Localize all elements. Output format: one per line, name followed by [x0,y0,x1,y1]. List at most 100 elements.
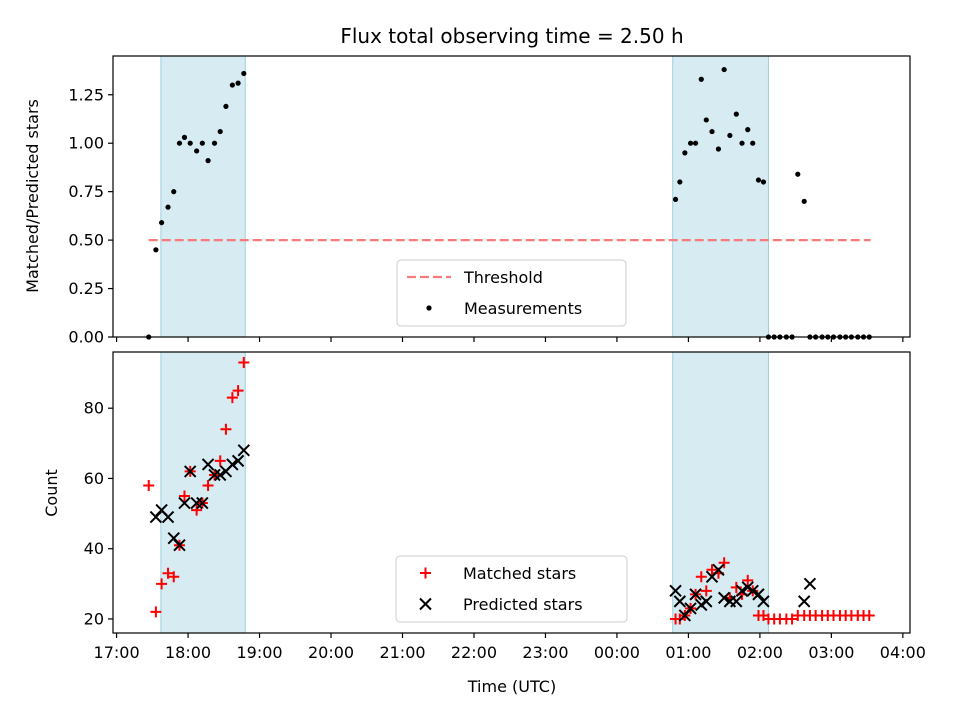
bottom-predicted-stars-point-13 [226,458,239,471]
x-axis-label: Time (UTC) [467,677,556,696]
top-measurements-point-27 [727,132,733,139]
top-measurements-point-19 [682,150,688,156]
bottom-panel: 20 40 60 80 17:00 18:00 19:00 20:00 21:00 22:00 23… [84,351,926,662]
bottom-matched-stars-point-0 [143,479,155,491]
bottom-ytick-label-0: 20 [84,609,104,628]
bottom-xtick-label-8: 01:00 [665,643,711,662]
top-measurements-point-1 [153,247,159,253]
top-ytick-label-2: 0.50 [68,231,104,250]
top-measurements-point-33 [760,179,767,185]
top-measurements-point-32 [755,177,762,183]
bottom-xtick-label-10: 03:00 [808,643,854,662]
bottom-predicted-stars-point-32 [757,595,770,608]
bottom-predicted-stars-point-16 [669,584,682,598]
bottom-xtick-label-6: 23:00 [522,643,568,662]
top-measurements-point-23 [703,117,709,123]
top-measurements-point-4 [171,189,177,195]
top-measurements-point-10 [205,158,211,164]
legend-matched-stars-label: Matched stars [463,564,576,583]
bottom-predicted-stars-point-17 [673,595,687,608]
top-measurements-point-18 [677,179,683,185]
bottom-matched-stars-point-38 [786,613,798,625]
top-measurements-point-20 [687,140,694,146]
top-measurements-point-31 [750,140,756,146]
bottom-xtick-label-4: 21:00 [379,643,425,662]
top-y-axis-label: Matched/Predicted stars [23,99,42,293]
legend-measurements-swatch [426,305,432,311]
top-measurements-point-3 [165,204,171,210]
bottom-xtick-label-0: 17:00 [94,643,140,662]
top-measurements-point-12 [217,128,223,135]
bottom-matched-stars-point-13 [220,423,232,435]
top-axes-frame [112,55,911,338]
bottom-predicted-stars-point-33 [798,595,811,608]
bottom-matched-stars-point-22 [695,571,707,583]
bottom-matched-stars-point-12 [214,455,226,467]
bottom-xtick-label-11: 04:00 [880,643,926,662]
bottom-predicted-stars-point-31 [752,588,765,601]
bottom-matched-stars-point-26 [718,557,730,569]
bottom-axes-frame [112,351,911,634]
bottom-shaded-interval-0 [160,352,246,633]
bottom-xtick-label-9: 02:00 [737,643,783,662]
bottom-xtick-label-1: 18:00 [165,643,211,662]
bottom-matched-stars-point-24 [706,564,718,576]
bottom-predicted-stars-point-27 [730,595,743,608]
legend-threshold-label: Threshold [463,268,543,287]
bottom-xtick-label-2: 19:00 [236,643,282,662]
top-measurements-point-39 [795,171,801,177]
top-legend-box [396,259,627,327]
top-measurements-point-30 [745,127,751,133]
bottom-predicted-stars-point-6 [183,465,197,478]
bottom-ytick-label-2: 60 [84,469,104,488]
bottom-predicted-stars-point-4 [173,538,186,552]
legend-measurements-label: Measurements [464,299,582,318]
bottom-xtick-label-3: 20:00 [308,643,354,662]
bottom-predicted-stars-point-2 [161,510,175,524]
top-measurements-point-40 [801,198,807,204]
bottom-matched-stars-point-6 [178,490,190,502]
top-measurements-point-11 [211,140,218,146]
top-measurements-point-16 [241,70,247,77]
bottom-matched-stars-point-16 [238,357,250,369]
bottom-predicted-stars-point-24 [712,563,725,576]
bottom-xtick-label-5: 22:00 [451,643,497,662]
bottom-predicted-stars-point-20 [689,588,702,601]
bottom-matched-stars-point-15 [232,385,244,397]
legend-predicted-stars-label: Predicted stars [463,595,583,614]
bottom-matched-stars-point-10 [202,479,214,491]
bottom-predicted-stars-point-30 [746,584,759,598]
bottom-matched-stars-point-8 [191,504,203,516]
top-measurements-point-8 [194,148,200,154]
legend-predicted-stars-swatch [419,597,432,611]
top-measurements-point-14 [229,82,235,88]
top-measurements-point-17 [672,196,679,203]
top-measurements-point-21 [692,140,699,146]
bottom-predicted-stars-point-28 [735,584,749,598]
top-measurements-point-15 [235,80,241,86]
bottom-matched-stars-point-14 [226,392,238,404]
bottom-predicted-stars-point-5 [178,496,191,510]
top-shaded-interval-1 [672,56,769,337]
bottom-matched-stars-point-4 [168,571,180,583]
bottom-predicted-stars-point-10 [208,468,221,482]
bottom-predicted-stars-point-7 [190,496,203,510]
top-panel: 0.00 0.25 0.50 0.75 1.00 1.25 Threshold Measure… [68,55,911,347]
top-shaded-interval-0 [160,56,246,337]
bottom-xtick-label-7: 00:00 [594,643,640,662]
top-measurements-point-28 [733,111,739,117]
bottom-predicted-stars-point-25 [717,591,731,605]
bottom-matched-stars-point-51 [863,609,875,621]
top-measurements-point-2 [159,220,165,226]
bottom-predicted-stars-point-22 [700,595,713,608]
chart-title: Flux total observing time = 2.50 h [340,24,683,48]
bottom-ytick-label-3: 80 [84,399,104,418]
top-ytick-label-3: 0.75 [68,182,104,201]
top-ytick-label-1: 0.25 [68,279,104,298]
bottom-matched-stars-point-28 [730,581,742,593]
top-measurements-point-7 [187,140,193,146]
bottom-matched-stars-point-3 [162,567,174,579]
top-measurements-point-24 [709,128,715,135]
bottom-predicted-stars-point-8 [196,496,209,510]
